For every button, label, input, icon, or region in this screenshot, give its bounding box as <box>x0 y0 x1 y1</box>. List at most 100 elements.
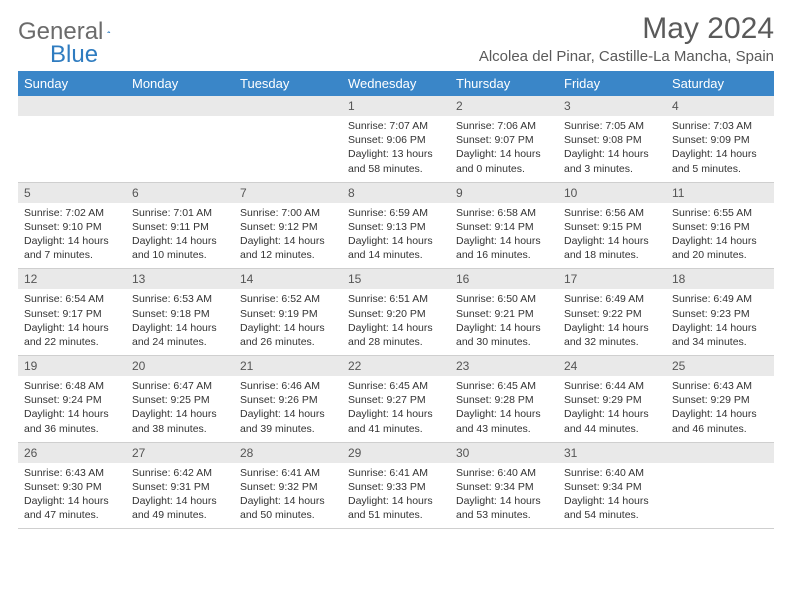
day-number: 7 <box>234 183 342 203</box>
sunrise-text: Sunrise: 6:53 AM <box>132 292 228 306</box>
daylight-text: Daylight: 14 hours and 38 minutes. <box>132 407 228 435</box>
day-cell: 16Sunrise: 6:50 AMSunset: 9:21 PMDayligh… <box>450 269 558 356</box>
weekday-header: Monday <box>126 71 234 96</box>
sunset-text: Sunset: 9:06 PM <box>348 133 444 147</box>
sunset-text: Sunset: 9:23 PM <box>672 307 768 321</box>
day-body: Sunrise: 6:46 AMSunset: 9:26 PMDaylight:… <box>234 376 342 442</box>
weekday-header: Friday <box>558 71 666 96</box>
sunset-text: Sunset: 9:26 PM <box>240 393 336 407</box>
daylight-text: Daylight: 14 hours and 16 minutes. <box>456 234 552 262</box>
sunrise-text: Sunrise: 6:49 AM <box>564 292 660 306</box>
day-body: Sunrise: 6:55 AMSunset: 9:16 PMDaylight:… <box>666 203 774 269</box>
day-number: 17 <box>558 269 666 289</box>
daylight-text: Daylight: 14 hours and 49 minutes. <box>132 494 228 522</box>
sunrise-text: Sunrise: 6:47 AM <box>132 379 228 393</box>
day-body: Sunrise: 6:41 AMSunset: 9:32 PMDaylight:… <box>234 463 342 529</box>
sunset-text: Sunset: 9:25 PM <box>132 393 228 407</box>
day-cell: 26Sunrise: 6:43 AMSunset: 9:30 PMDayligh… <box>18 442 126 529</box>
sunset-text: Sunset: 9:16 PM <box>672 220 768 234</box>
day-body: Sunrise: 6:43 AMSunset: 9:29 PMDaylight:… <box>666 376 774 442</box>
day-number: 26 <box>18 443 126 463</box>
day-number: 11 <box>666 183 774 203</box>
weekday-header: Wednesday <box>342 71 450 96</box>
day-cell: 3Sunrise: 7:05 AMSunset: 9:08 PMDaylight… <box>558 96 666 182</box>
sunset-text: Sunset: 9:32 PM <box>240 480 336 494</box>
sunrise-text: Sunrise: 6:42 AM <box>132 466 228 480</box>
day-body-empty <box>234 116 342 174</box>
daylight-text: Daylight: 14 hours and 22 minutes. <box>24 321 120 349</box>
day-cell: 9Sunrise: 6:58 AMSunset: 9:14 PMDaylight… <box>450 182 558 269</box>
sunrise-text: Sunrise: 6:45 AM <box>456 379 552 393</box>
day-body: Sunrise: 7:00 AMSunset: 9:12 PMDaylight:… <box>234 203 342 269</box>
day-body: Sunrise: 6:51 AMSunset: 9:20 PMDaylight:… <box>342 289 450 355</box>
day-number: 13 <box>126 269 234 289</box>
day-body-empty <box>18 116 126 174</box>
day-cell: 8Sunrise: 6:59 AMSunset: 9:13 PMDaylight… <box>342 182 450 269</box>
day-body: Sunrise: 7:02 AMSunset: 9:10 PMDaylight:… <box>18 203 126 269</box>
daylight-text: Daylight: 14 hours and 28 minutes. <box>348 321 444 349</box>
day-number: 27 <box>126 443 234 463</box>
day-number: 8 <box>342 183 450 203</box>
day-body: Sunrise: 6:49 AMSunset: 9:23 PMDaylight:… <box>666 289 774 355</box>
daylight-text: Daylight: 14 hours and 39 minutes. <box>240 407 336 435</box>
day-number-blank <box>18 96 126 116</box>
day-body-empty <box>126 116 234 174</box>
day-number: 3 <box>558 96 666 116</box>
day-number: 29 <box>342 443 450 463</box>
day-body: Sunrise: 7:05 AMSunset: 9:08 PMDaylight:… <box>558 116 666 182</box>
daylight-text: Daylight: 14 hours and 0 minutes. <box>456 147 552 175</box>
sunset-text: Sunset: 9:14 PM <box>456 220 552 234</box>
sunrise-text: Sunrise: 6:41 AM <box>240 466 336 480</box>
sunrise-text: Sunrise: 7:01 AM <box>132 206 228 220</box>
day-body: Sunrise: 6:45 AMSunset: 9:28 PMDaylight:… <box>450 376 558 442</box>
daylight-text: Daylight: 14 hours and 3 minutes. <box>564 147 660 175</box>
daylight-text: Daylight: 14 hours and 14 minutes. <box>348 234 444 262</box>
sunrise-text: Sunrise: 6:40 AM <box>564 466 660 480</box>
day-body: Sunrise: 6:56 AMSunset: 9:15 PMDaylight:… <box>558 203 666 269</box>
sunrise-text: Sunrise: 6:41 AM <box>348 466 444 480</box>
day-cell: 29Sunrise: 6:41 AMSunset: 9:33 PMDayligh… <box>342 442 450 529</box>
daylight-text: Daylight: 14 hours and 36 minutes. <box>24 407 120 435</box>
sunset-text: Sunset: 9:17 PM <box>24 307 120 321</box>
sunrise-text: Sunrise: 6:44 AM <box>564 379 660 393</box>
day-body: Sunrise: 6:40 AMSunset: 9:34 PMDaylight:… <box>558 463 666 529</box>
day-cell: 31Sunrise: 6:40 AMSunset: 9:34 PMDayligh… <box>558 442 666 529</box>
day-number-blank <box>126 96 234 116</box>
logo-text-blue: Blue <box>50 41 98 69</box>
day-cell: 10Sunrise: 6:56 AMSunset: 9:15 PMDayligh… <box>558 182 666 269</box>
day-number: 22 <box>342 356 450 376</box>
day-number: 28 <box>234 443 342 463</box>
sunset-text: Sunset: 9:34 PM <box>564 480 660 494</box>
sunrise-text: Sunrise: 6:49 AM <box>672 292 768 306</box>
sunset-text: Sunset: 9:29 PM <box>672 393 768 407</box>
sunrise-text: Sunrise: 7:06 AM <box>456 119 552 133</box>
day-body: Sunrise: 7:01 AMSunset: 9:11 PMDaylight:… <box>126 203 234 269</box>
day-number: 25 <box>666 356 774 376</box>
day-cell: 24Sunrise: 6:44 AMSunset: 9:29 PMDayligh… <box>558 356 666 443</box>
day-number: 9 <box>450 183 558 203</box>
sunrise-text: Sunrise: 6:56 AM <box>564 206 660 220</box>
weekday-header-row: SundayMondayTuesdayWednesdayThursdayFrid… <box>18 71 774 96</box>
weekday-header: Saturday <box>666 71 774 96</box>
day-number: 16 <box>450 269 558 289</box>
day-body: Sunrise: 7:03 AMSunset: 9:09 PMDaylight:… <box>666 116 774 182</box>
daylight-text: Daylight: 14 hours and 26 minutes. <box>240 321 336 349</box>
day-cell: 13Sunrise: 6:53 AMSunset: 9:18 PMDayligh… <box>126 269 234 356</box>
day-body: Sunrise: 6:42 AMSunset: 9:31 PMDaylight:… <box>126 463 234 529</box>
logo-sail-icon <box>107 23 111 41</box>
day-body: Sunrise: 6:53 AMSunset: 9:18 PMDaylight:… <box>126 289 234 355</box>
month-title: May 2024 <box>479 12 774 46</box>
calendar-table: SundayMondayTuesdayWednesdayThursdayFrid… <box>18 71 774 529</box>
daylight-text: Daylight: 14 hours and 24 minutes. <box>132 321 228 349</box>
day-cell: 4Sunrise: 7:03 AMSunset: 9:09 PMDaylight… <box>666 96 774 182</box>
sunset-text: Sunset: 9:29 PM <box>564 393 660 407</box>
empty-cell <box>666 442 774 529</box>
day-body: Sunrise: 6:43 AMSunset: 9:30 PMDaylight:… <box>18 463 126 529</box>
daylight-text: Daylight: 14 hours and 34 minutes. <box>672 321 768 349</box>
empty-cell <box>126 96 234 182</box>
sunset-text: Sunset: 9:24 PM <box>24 393 120 407</box>
daylight-text: Daylight: 14 hours and 12 minutes. <box>240 234 336 262</box>
day-body: Sunrise: 6:41 AMSunset: 9:33 PMDaylight:… <box>342 463 450 529</box>
day-number: 14 <box>234 269 342 289</box>
title-block: May 2024 Alcolea del Pinar, Castille-La … <box>479 12 774 65</box>
